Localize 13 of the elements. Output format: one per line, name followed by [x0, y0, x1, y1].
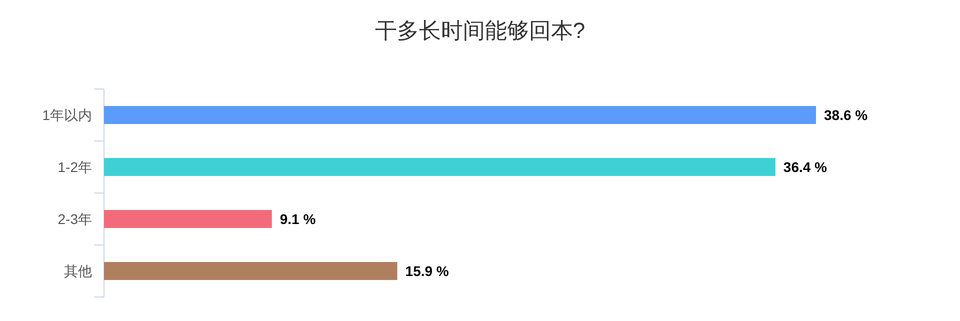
bar	[104, 210, 272, 228]
y-tick-label: 2-3年	[58, 211, 92, 227]
data-label: 38.6 %	[824, 107, 868, 123]
y-tick-label: 1-2年	[58, 159, 92, 175]
data-label: 36.4 %	[783, 159, 828, 175]
bar	[104, 262, 398, 280]
data-label: 9.1 %	[280, 211, 316, 227]
data-label: 15.9 %	[405, 263, 450, 279]
bar	[104, 106, 816, 124]
bar	[104, 158, 776, 176]
y-tick-label: 1年以内	[42, 107, 92, 123]
chart-title: 干多长时间能够回本?	[374, 18, 586, 43]
y-tick-label: 其他	[64, 263, 92, 279]
